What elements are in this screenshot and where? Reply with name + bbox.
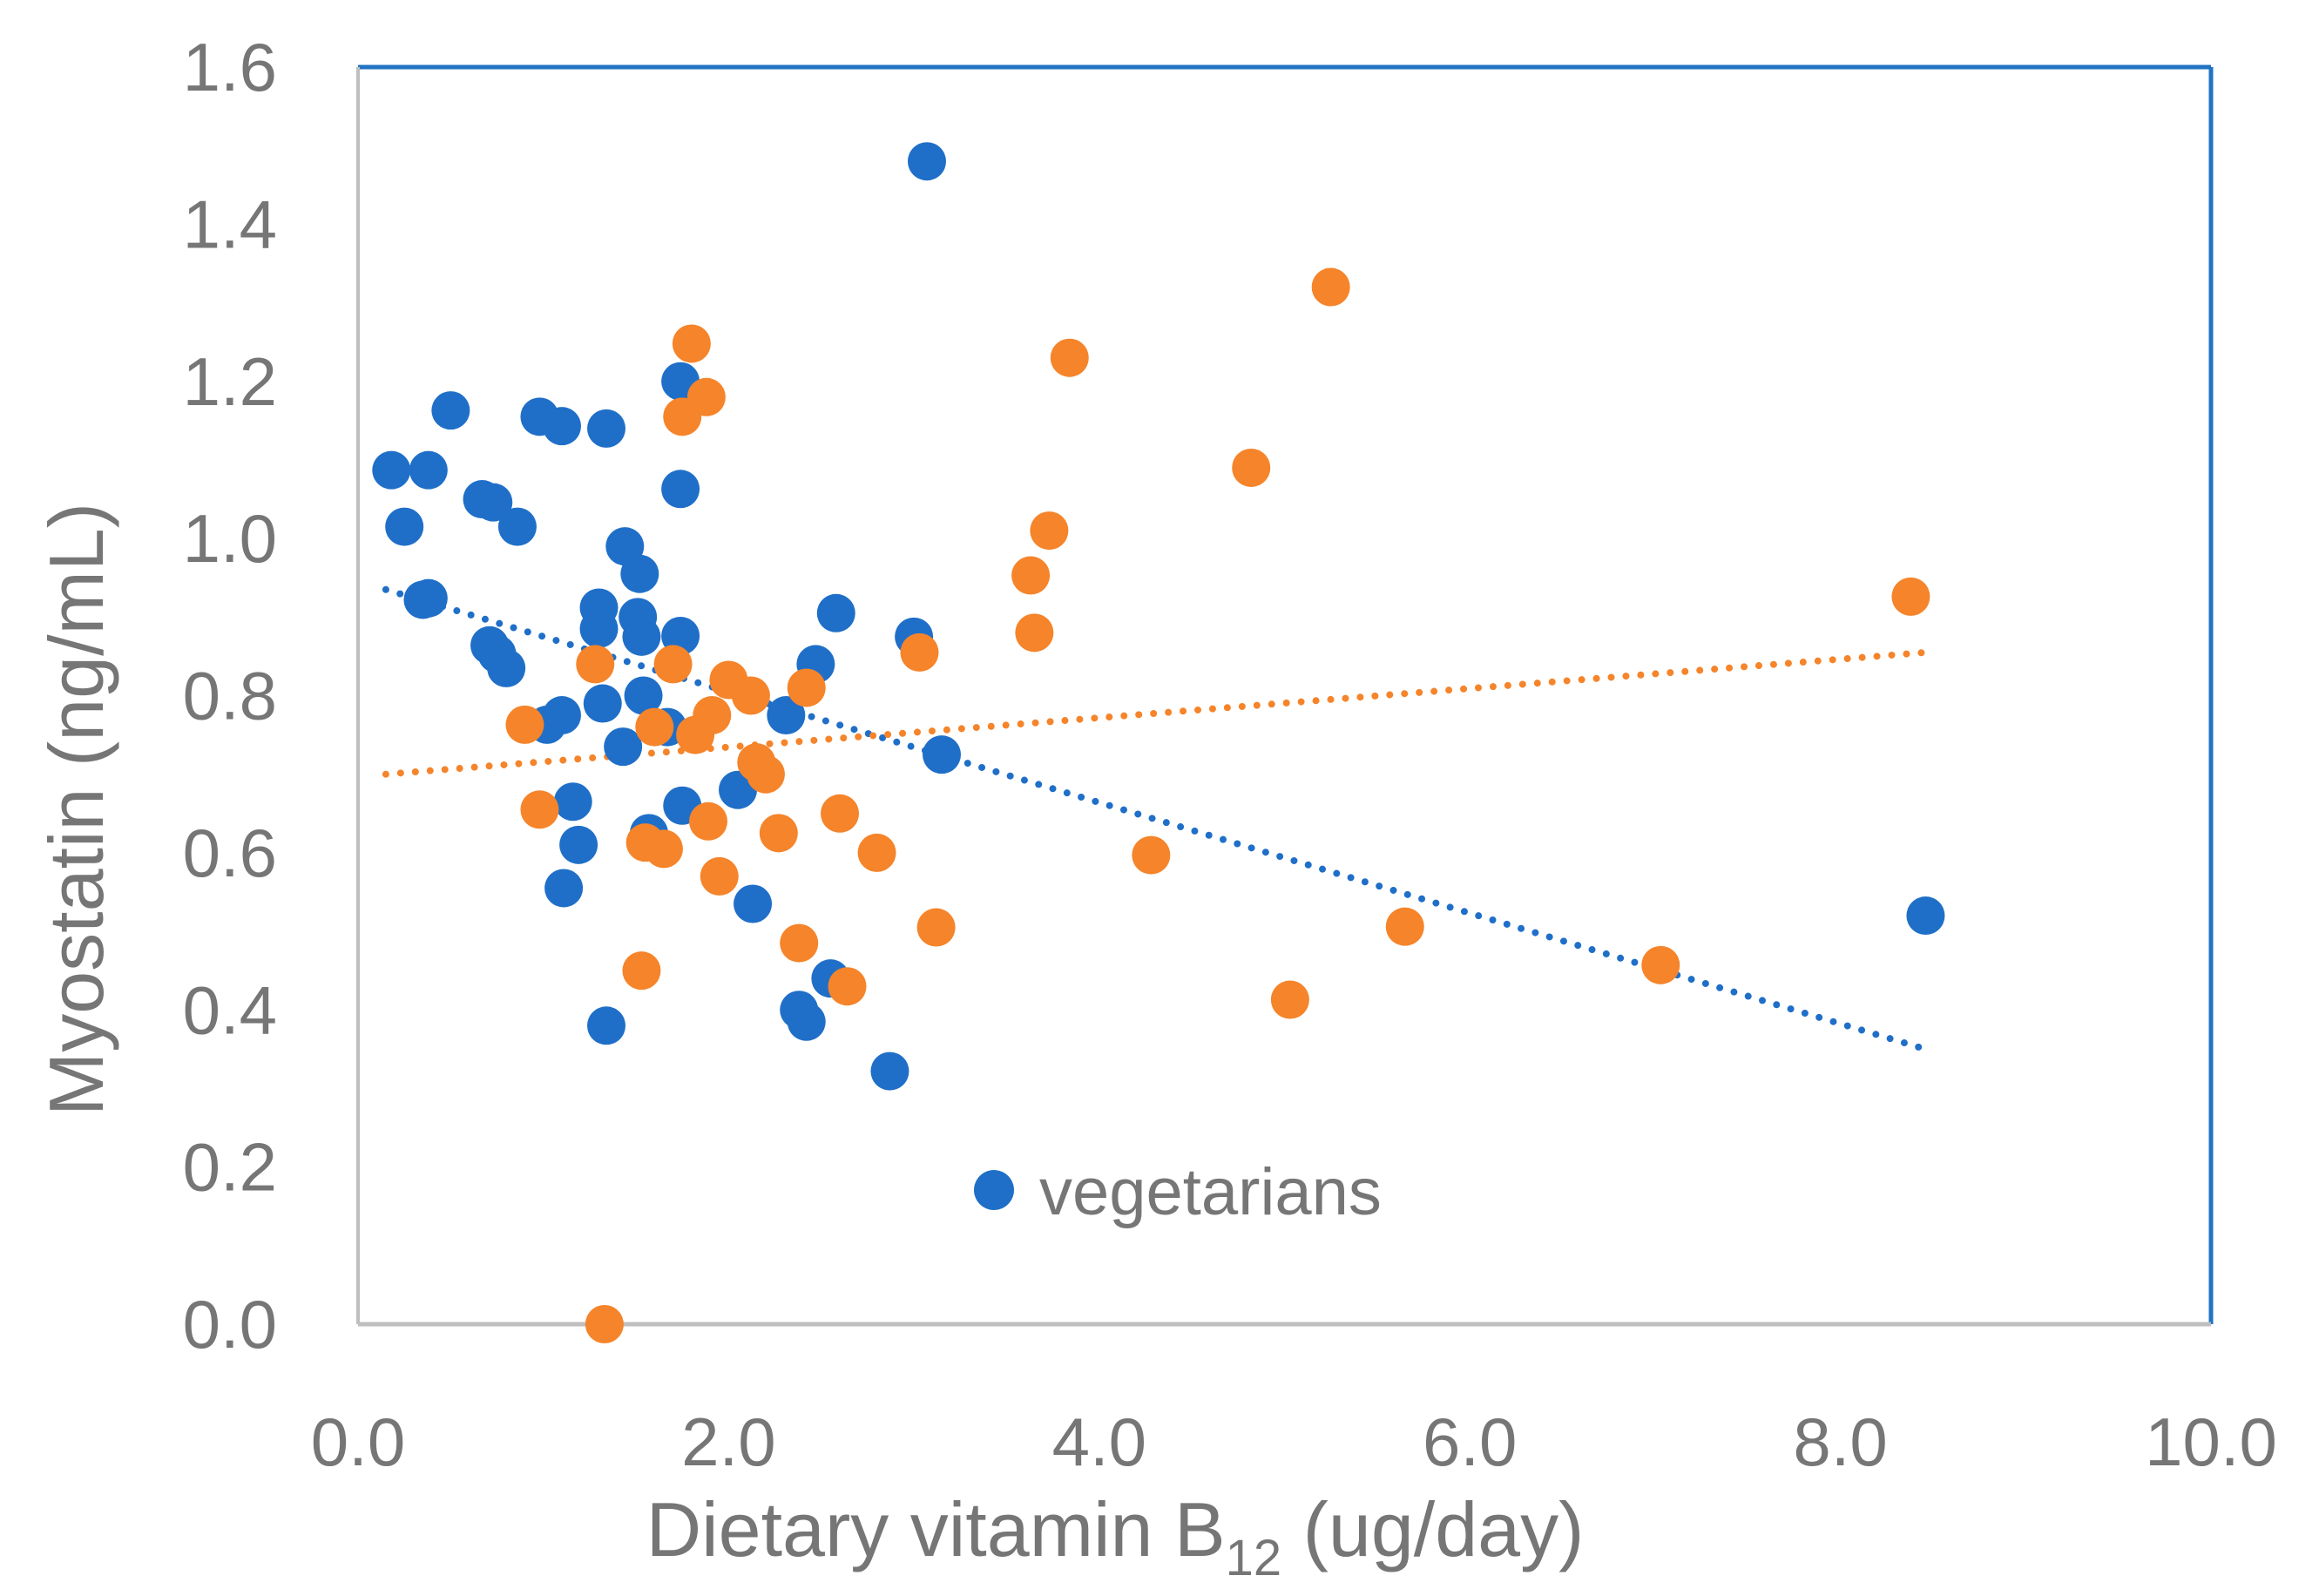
point-vegetarians	[553, 782, 592, 822]
point-other	[644, 829, 683, 869]
point-other	[828, 967, 867, 1006]
point-vegetarians	[385, 507, 424, 546]
point-vegetarians	[544, 869, 584, 908]
point-vegetarians	[767, 696, 806, 735]
y-tick-label: 0.6	[183, 815, 277, 891]
point-vegetarians	[907, 142, 946, 181]
point-vegetarians	[923, 735, 962, 774]
y-tick-label: 1.2	[183, 343, 277, 420]
point-other	[1641, 945, 1680, 984]
legend: vegetarians	[974, 1155, 1382, 1229]
point-vegetarians	[579, 609, 619, 648]
point-vegetarians	[719, 770, 758, 809]
point-other	[746, 754, 785, 794]
point-other	[759, 814, 798, 853]
point-other	[857, 833, 896, 872]
plot-frame	[356, 64, 2214, 1327]
legend-label-vegetarians: vegetarians	[1039, 1155, 1382, 1229]
trendline-vegetarians	[382, 585, 1930, 1053]
point-other	[672, 324, 711, 363]
point-other	[1385, 907, 1424, 946]
point-vegetarians	[1906, 896, 1945, 936]
trendline-other	[382, 648, 1930, 778]
x-tick-label: 0.0	[311, 1403, 405, 1480]
point-other	[585, 1305, 624, 1343]
y-tick-label: 1.6	[183, 29, 277, 105]
point-other	[520, 790, 559, 829]
point-vegetarians	[622, 617, 661, 656]
point-other	[1011, 556, 1051, 595]
y-tick-label: 0.4	[183, 971, 277, 1048]
point-other	[635, 707, 674, 747]
x-axis-title-subscript: 12	[1226, 1530, 1282, 1586]
point-vegetarians	[624, 676, 663, 715]
y-tick-labels: 0.0 0.2 0.4 0.6 0.8 1.0 1.2 1.4 1.6	[183, 29, 277, 1363]
point-vegetarians	[559, 825, 598, 864]
point-vegetarians	[587, 409, 626, 448]
point-other	[1015, 613, 1054, 653]
point-vegetarians	[787, 1002, 826, 1041]
x-axis-title: Dietary vitamin B12 (ug/day)	[646, 1486, 1585, 1586]
x-tick-label: 8.0	[1793, 1403, 1887, 1480]
point-other	[916, 908, 956, 947]
point-other	[787, 668, 826, 707]
point-vegetarians	[542, 407, 581, 446]
point-vegetarians	[620, 554, 659, 593]
point-vegetarians	[734, 884, 773, 923]
point-vegetarians	[409, 578, 448, 618]
point-vegetarians	[474, 483, 513, 522]
x-tick-labels: 0.0 2.0 4.0 6.0 8.0 10.0	[311, 1403, 2277, 1480]
y-tick-label: 1.0	[183, 500, 277, 577]
point-other	[700, 856, 739, 896]
y-tick-label: 0.2	[183, 1129, 277, 1206]
point-other	[731, 676, 770, 715]
point-other	[689, 801, 728, 841]
point-other	[1891, 577, 1930, 616]
x-axis-title-main: Dietary vitamin B	[646, 1486, 1226, 1572]
point-other	[505, 705, 544, 744]
trendlines	[382, 585, 1930, 1053]
y-axis-title: Myostatin (ng/mL)	[33, 503, 119, 1116]
point-other	[1311, 267, 1350, 307]
point-vegetarians	[409, 450, 448, 490]
point-other	[1270, 980, 1309, 1019]
point-vegetarians	[487, 648, 526, 687]
y-tick-label: 0.8	[183, 658, 277, 734]
point-other	[622, 951, 661, 991]
point-other	[821, 794, 860, 833]
x-tick-label: 4.0	[1052, 1403, 1146, 1480]
x-tick-label: 10.0	[2145, 1403, 2277, 1480]
point-other	[900, 632, 939, 672]
point-vegetarians	[583, 684, 622, 723]
data-points	[372, 142, 1945, 1343]
y-tick-label: 0.0	[183, 1286, 277, 1363]
point-other	[1030, 511, 1069, 551]
x-tick-label: 6.0	[1423, 1403, 1517, 1480]
legend-marker-vegetarians	[974, 1170, 1014, 1210]
point-vegetarians	[431, 391, 470, 430]
point-other	[780, 923, 819, 963]
point-other	[576, 645, 615, 684]
point-vegetarians	[372, 450, 411, 490]
point-vegetarians	[497, 507, 537, 546]
point-vegetarians	[604, 727, 643, 767]
x-tick-label: 2.0	[681, 1403, 775, 1480]
point-vegetarians	[870, 1052, 909, 1091]
point-other	[1050, 338, 1089, 377]
point-other	[1132, 835, 1171, 875]
point-vegetarians	[661, 470, 700, 509]
point-other	[1232, 448, 1271, 487]
point-other	[686, 377, 726, 416]
x-axis-title-suffix: (ug/day)	[1281, 1486, 1584, 1572]
point-other	[653, 645, 693, 684]
y-tick-label: 1.4	[183, 186, 277, 262]
point-vegetarians	[542, 696, 581, 735]
point-vegetarians	[587, 1006, 626, 1045]
point-other	[693, 696, 732, 735]
point-vegetarians	[816, 593, 855, 632]
